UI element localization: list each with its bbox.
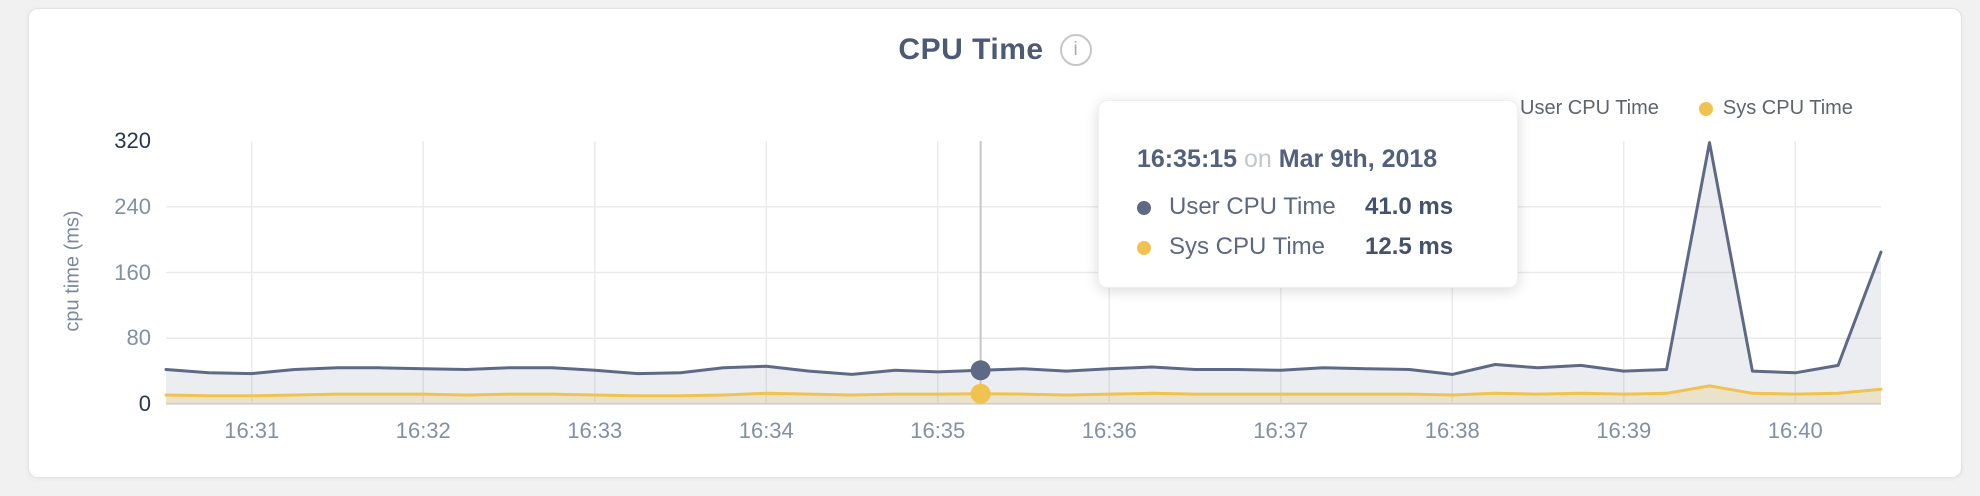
crosshair-dot-1 xyxy=(970,383,991,404)
tooltip-series-label: User CPU Time xyxy=(1169,193,1336,220)
y-tick-label: 240 xyxy=(114,193,151,219)
sys-series-dot-icon xyxy=(1137,241,1151,255)
tooltip-connector: on xyxy=(1244,145,1272,173)
chart-header: CPU Time i xyxy=(29,31,1961,69)
x-tick-label: 16:32 xyxy=(395,418,451,443)
x-tick-label: 16:36 xyxy=(1081,418,1137,443)
legend-item-sys-cpu-time[interactable]: Sys CPU Time xyxy=(1698,97,1853,120)
legend-label: Sys CPU Time xyxy=(1722,97,1853,119)
x-tick-label: 16:33 xyxy=(567,418,623,443)
tooltip-header: 16:35:15 on Mar 9th, 2018 xyxy=(1137,145,1437,174)
y-tick-label: 0 xyxy=(138,391,151,416)
crosshair-dot-0 xyxy=(970,360,991,381)
sys-series-legend-dot-icon xyxy=(1698,101,1713,116)
tooltip-series-value: 41.0 ms xyxy=(1365,193,1454,220)
x-tick-label: 16:35 xyxy=(910,418,966,443)
x-tick-label: 16:37 xyxy=(1253,418,1309,443)
y-tick-label: 80 xyxy=(126,325,151,351)
series-line-1 xyxy=(164,384,1883,398)
x-tick-label: 16:31 xyxy=(224,418,280,443)
x-tick-label: 16:38 xyxy=(1424,418,1480,443)
y-tick-label: 160 xyxy=(114,259,151,285)
chart-card: CPU Time i User CPU Time Sys CPU Time cp… xyxy=(28,8,1962,478)
series-line-0 xyxy=(164,141,1883,376)
tooltip-series-label: Sys CPU Time xyxy=(1169,233,1326,260)
x-tick-label: 16:39 xyxy=(1596,418,1652,443)
x-tick-label: 16:34 xyxy=(738,418,794,443)
tooltip-time: 16:35:15 xyxy=(1137,145,1238,173)
series-area-0 xyxy=(166,142,1881,404)
tooltip-date: Mar 9th, 2018 xyxy=(1278,145,1438,173)
user-series-dot-icon xyxy=(1137,201,1151,215)
tooltip-series-value: 12.5 ms xyxy=(1365,233,1454,260)
chart-legend: User CPU Time Sys CPU Time xyxy=(1496,97,1853,120)
chart-tooltip: 16:35:15 on Mar 9th, 2018 User CPU Time … xyxy=(1098,100,1518,288)
chart-plot-area[interactable] xyxy=(164,141,1883,421)
tooltip-row-sys-cpu-time: Sys CPU Time 12.5 ms xyxy=(1137,233,1497,263)
x-tick-label: 16:40 xyxy=(1767,418,1823,443)
tooltip-row-user-cpu-time: User CPU Time 41.0 ms xyxy=(1137,193,1497,223)
info-icon[interactable]: i xyxy=(1059,34,1092,66)
legend-label: User CPU Time xyxy=(1520,97,1659,119)
legend-item-user-cpu-time[interactable]: User CPU Time xyxy=(1496,97,1659,120)
chart-title: CPU Time xyxy=(898,33,1044,66)
y-tick-label: 320 xyxy=(114,128,151,153)
